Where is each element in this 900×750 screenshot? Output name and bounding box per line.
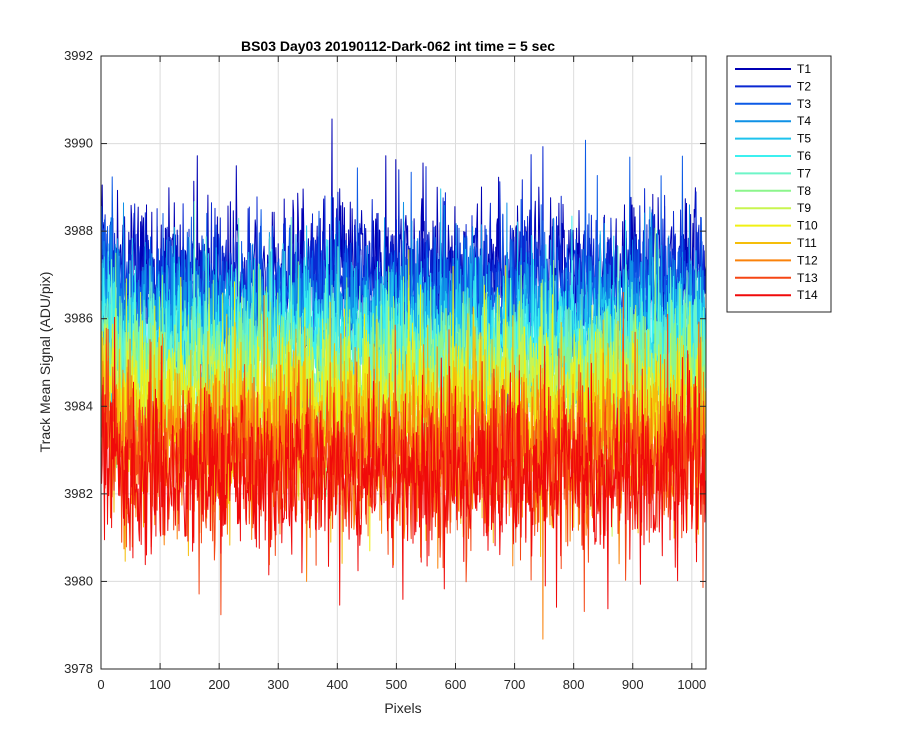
legend-label-T14: T14 (797, 288, 818, 302)
x-tick-label: 500 (386, 677, 408, 692)
chart-title: BS03 Day03 20190112-Dark-062 int time = … (241, 38, 555, 54)
axes-box (100, 55, 707, 670)
series-line-T4 (100, 201, 707, 446)
legend-label-T13: T13 (797, 271, 818, 285)
legend-box (726, 55, 832, 313)
legend-label-T8: T8 (797, 184, 811, 198)
y-tick-label: 3990 (64, 136, 93, 151)
y-tick-label: 3980 (64, 573, 93, 588)
legend-label-T6: T6 (797, 149, 811, 163)
y-tick-label: 3978 (64, 661, 93, 676)
x-tick-label: 900 (622, 677, 644, 692)
axis-ticks: 0 100 200 300 400 500 600 700 800 900 1000 3978 3980… (64, 48, 706, 692)
legend-label-T3: T3 (797, 97, 811, 111)
x-tick-label: 100 (149, 677, 171, 692)
y-tick-label: 3982 (64, 486, 93, 501)
x-tick-label: 1000 (677, 677, 706, 692)
legend: T1 T2 T3 T4 T5 T6 T7 T8 T9 T10 T11 T12 T13 T14 (726, 55, 832, 313)
x-tick-label: 600 (445, 677, 467, 692)
legend-label-T9: T9 (797, 201, 811, 215)
x-tick-label: 300 (267, 677, 289, 692)
legend-label-T4: T4 (797, 114, 811, 128)
y-tick-label: 3988 (64, 223, 93, 238)
legend-label-T10: T10 (797, 219, 818, 233)
x-tick-label: 800 (563, 677, 585, 692)
x-tick-label: 0 (97, 677, 104, 692)
legend-label-T11: T11 (797, 236, 817, 250)
y-tick-label: 3986 (64, 311, 93, 326)
series-line-T14 (100, 316, 707, 610)
legend-label-T1: T1 (797, 62, 811, 76)
legend-label-T5: T5 (797, 132, 811, 146)
y-tick-label: 3984 (64, 398, 93, 413)
y-axis-label: Track Mean Signal (ADU/pix) (37, 272, 53, 453)
legend-label-T7: T7 (797, 166, 811, 180)
x-tick-label: 200 (208, 677, 230, 692)
legend-label-T2: T2 (797, 79, 811, 93)
x-axis-label: Pixels (384, 700, 421, 716)
y-tick-label: 3992 (64, 48, 93, 63)
legend-label-T12: T12 (797, 253, 818, 267)
plot-area (100, 118, 707, 640)
x-tick-label: 400 (326, 677, 348, 692)
x-tick-label: 700 (504, 677, 526, 692)
